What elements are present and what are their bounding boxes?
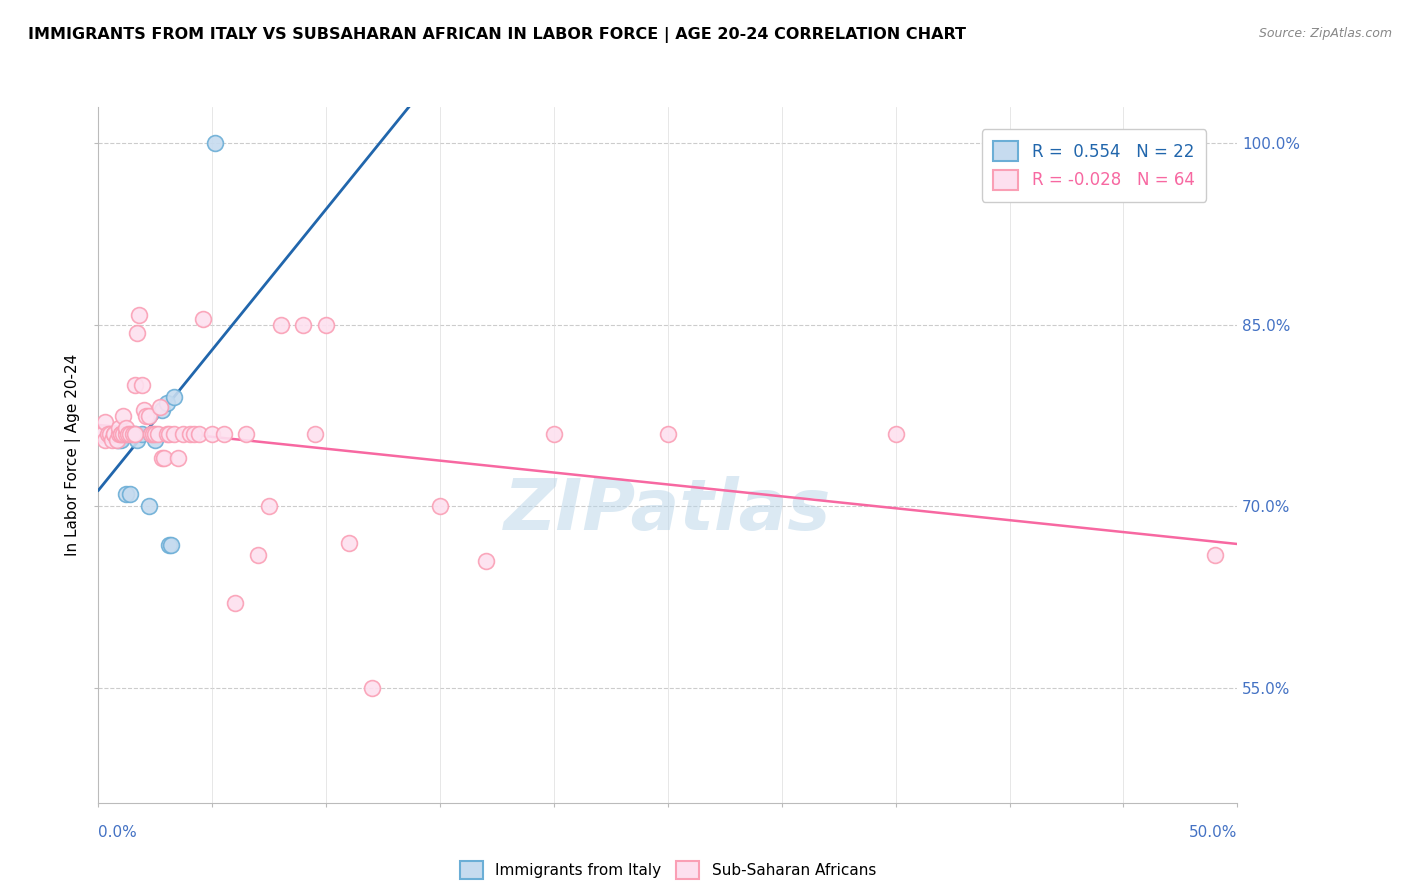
- Legend: Immigrants from Italy, Sub-Saharan Africans: Immigrants from Italy, Sub-Saharan Afric…: [454, 855, 882, 886]
- Point: [110, 426, 132, 441]
- Point: [246, 548, 269, 562]
- Point: [183, 426, 205, 441]
- Text: 50.0%: 50.0%: [1189, 825, 1237, 840]
- Point: [103, 426, 125, 441]
- Point: [429, 500, 451, 514]
- Point: [270, 318, 292, 332]
- Point: [120, 426, 142, 441]
- Point: [167, 450, 190, 465]
- Point: [292, 318, 315, 332]
- Point: [162, 391, 184, 405]
- Point: [187, 426, 209, 441]
- Point: [110, 433, 132, 447]
- Point: [474, 554, 496, 568]
- Point: [135, 409, 157, 423]
- Point: [235, 426, 257, 441]
- Point: [132, 402, 155, 417]
- Point: [112, 426, 135, 441]
- Point: [131, 426, 153, 441]
- Point: [112, 409, 135, 423]
- Point: [145, 433, 167, 447]
- Point: [138, 500, 160, 514]
- Y-axis label: In Labor Force | Age 20-24: In Labor Force | Age 20-24: [65, 354, 82, 556]
- Point: [146, 426, 169, 441]
- Point: [90, 426, 112, 441]
- Point: [212, 426, 235, 441]
- Point: [259, 500, 281, 514]
- Point: [127, 433, 149, 447]
- Point: [96, 426, 118, 441]
- Point: [150, 402, 173, 417]
- Point: [112, 426, 135, 441]
- Point: [172, 426, 194, 441]
- Point: [98, 426, 121, 441]
- Point: [94, 415, 117, 429]
- Point: [117, 426, 139, 441]
- Point: [108, 433, 131, 447]
- Point: [145, 426, 167, 441]
- Point: [156, 396, 179, 410]
- Point: [150, 450, 173, 465]
- Point: [114, 487, 136, 501]
- Point: [543, 426, 565, 441]
- Point: [337, 535, 360, 549]
- Point: [131, 378, 153, 392]
- Point: [142, 426, 165, 441]
- Point: [108, 426, 131, 441]
- Point: [110, 426, 132, 441]
- Point: [162, 426, 184, 441]
- Text: Source: ZipAtlas.com: Source: ZipAtlas.com: [1258, 27, 1392, 40]
- Point: [127, 326, 149, 341]
- Point: [124, 426, 146, 441]
- Point: [94, 426, 117, 441]
- Point: [884, 426, 907, 441]
- Text: 0.0%: 0.0%: [98, 825, 138, 840]
- Point: [112, 426, 135, 441]
- Text: IMMIGRANTS FROM ITALY VS SUBSAHARAN AFRICAN IN LABOR FORCE | AGE 20-24 CORRELATI: IMMIGRANTS FROM ITALY VS SUBSAHARAN AFRI…: [28, 27, 966, 43]
- Point: [105, 433, 128, 447]
- Point: [138, 409, 160, 423]
- Point: [201, 426, 224, 441]
- Point: [114, 426, 136, 441]
- Point: [657, 426, 679, 441]
- Point: [153, 450, 176, 465]
- Point: [139, 426, 162, 441]
- Point: [121, 426, 143, 441]
- Point: [204, 136, 226, 151]
- Point: [91, 426, 114, 441]
- Point: [157, 538, 180, 552]
- Text: ZIPatlas: ZIPatlas: [505, 476, 831, 545]
- Point: [139, 426, 162, 441]
- Point: [179, 426, 201, 441]
- Point: [315, 318, 337, 332]
- Point: [157, 426, 180, 441]
- Point: [304, 426, 326, 441]
- Point: [128, 308, 150, 322]
- Point: [1204, 548, 1226, 562]
- Point: [193, 311, 215, 326]
- Point: [94, 433, 117, 447]
- Point: [90, 426, 112, 441]
- Point: [103, 426, 125, 441]
- Point: [120, 487, 142, 501]
- Point: [101, 433, 124, 447]
- Point: [108, 420, 131, 434]
- Point: [160, 538, 183, 552]
- Point: [224, 596, 246, 610]
- Point: [90, 426, 112, 441]
- Point: [124, 426, 146, 441]
- Point: [114, 420, 136, 434]
- Point: [156, 426, 179, 441]
- Point: [105, 433, 128, 447]
- Point: [124, 378, 146, 392]
- Point: [117, 426, 139, 441]
- Point: [149, 400, 172, 414]
- Point: [360, 681, 382, 695]
